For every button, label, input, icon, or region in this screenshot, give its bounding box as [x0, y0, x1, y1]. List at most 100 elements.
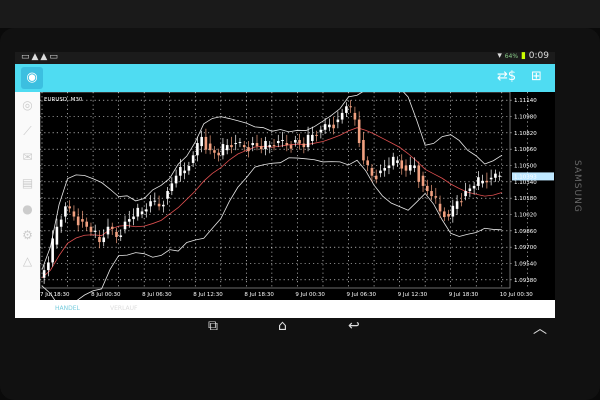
candle-body [170, 183, 174, 192]
chat-icon[interactable]: ● [22, 202, 33, 216]
candle-body [123, 221, 127, 230]
price-chart[interactable]: 1.11140 1.10980 1.10820 1.10660 1.10500 1.103… [39, 80, 555, 309]
candle-body [162, 204, 165, 207]
candle-body [443, 211, 446, 218]
time-tick-label: 9 Jul 12:30 [398, 292, 428, 298]
time-tick-label: 9 Jul 18:30 [449, 292, 479, 298]
news-icon[interactable]: ▤ [21, 176, 34, 190]
candle-body [455, 201, 459, 209]
candle-body [430, 191, 433, 197]
one-click-trading-icon[interactable]: ⇄$ [497, 69, 517, 84]
candle-body [468, 188, 472, 192]
price-tick-label: 1.09700 [514, 245, 537, 251]
candle-body [234, 143, 238, 145]
candle-body [311, 134, 314, 141]
candle-body [259, 146, 263, 150]
candle-body [323, 124, 327, 130]
plot-frame [39, 91, 511, 289]
price-tick-label: 1.10820 [514, 131, 537, 137]
status-bar: ▭▲▲▭ ▾ 64% ▮ 0:09 [15, 51, 555, 64]
up-icon[interactable]: ︿ [533, 321, 547, 337]
candle-body [183, 170, 186, 174]
community-icon[interactable]: △ [22, 254, 33, 268]
metatrader-icon[interactable]: ◉ [21, 67, 43, 89]
candle-body [438, 203, 442, 212]
candle-body [217, 152, 220, 156]
candle-body [340, 112, 344, 120]
candle-body [140, 211, 144, 214]
candle-body [302, 143, 306, 148]
candle-body [294, 139, 297, 143]
navigation-bar: ⧉ ⌂ ↩ ︿ [150, 318, 570, 340]
candle-body [247, 147, 250, 152]
candle-body [379, 170, 382, 174]
price-tick-label: 1.11140 [514, 98, 537, 104]
candle-body [89, 226, 93, 232]
candle-body [204, 136, 208, 150]
price-tick-label: 1.09540 [514, 262, 537, 268]
candle-body [408, 164, 412, 171]
sidebar: ◎ ⟋ ✉ ▤ ● ⚙ △ [15, 92, 40, 300]
chart-canvas[interactable]: 1.11140 1.10980 1.10820 1.10660 1.10500 1.103… [39, 80, 555, 309]
candle-body [477, 177, 480, 186]
notification-icons: ▭▲▲▭ [21, 52, 60, 62]
candle-body [281, 139, 284, 141]
candle-body [391, 156, 395, 166]
chart-icon[interactable]: ⟋ [23, 124, 32, 138]
bollinger-upper [41, 80, 502, 270]
current-price-marker [512, 172, 554, 181]
candle-body [306, 134, 310, 148]
price-tick-label: 1.10500 [514, 164, 537, 170]
screen: ▭▲▲▭ ▾ 64% ▮ 0:09 ◉ ⇄$ ⊞ ◎ ⟋ ✉ ▤ ● ⚙ △ 1… [15, 51, 555, 318]
candle-body [332, 124, 335, 129]
candle-body [85, 221, 89, 227]
candle-body [174, 175, 178, 184]
candle-body [55, 226, 59, 245]
candle-body [145, 209, 148, 212]
candle-body [51, 238, 54, 263]
price-tick-label: 1.09860 [514, 229, 537, 235]
candle-body [242, 145, 246, 148]
tab-history[interactable]: VERLAUF [110, 305, 138, 312]
candle-body [191, 155, 195, 163]
candle-body [421, 175, 425, 186]
recent-apps-icon[interactable]: ⧉ [208, 318, 218, 334]
time-tick-label: 8 Jul 12:30 [193, 292, 223, 298]
candle-body [481, 180, 484, 184]
new-order-icon[interactable]: ⊞ [531, 69, 542, 84]
candle-body [72, 211, 76, 217]
settings-icon[interactable]: ⚙ [22, 228, 33, 242]
candle-body [76, 216, 80, 226]
candle-body [451, 205, 455, 217]
candle-body [494, 173, 497, 178]
candle-body [230, 145, 233, 148]
candle-body [225, 145, 229, 151]
candle-body [336, 119, 340, 123]
moving-average [41, 127, 502, 279]
candle-body [93, 230, 97, 232]
tab-trade[interactable]: HANDEL [55, 305, 80, 312]
home-icon[interactable]: ⌂ [278, 318, 287, 334]
candle-body [98, 236, 101, 243]
price-tick-label: 1.10020 [514, 213, 537, 219]
candle-body [59, 219, 63, 227]
price-tick-label: 1.09380 [514, 278, 537, 284]
candle-body [81, 219, 84, 222]
candle-body [472, 185, 476, 189]
candle-body [434, 196, 438, 198]
time-tick-label: 8 Jul 06:30 [142, 292, 172, 298]
quotes-icon[interactable]: ◎ [22, 98, 33, 112]
mail-icon[interactable]: ✉ [22, 150, 33, 164]
candle-body [285, 143, 289, 146]
price-tick-label: 1.10340 [514, 180, 537, 186]
candle-body [166, 191, 169, 199]
time-tick-label: 7 Jul 18:30 [40, 292, 70, 298]
battery-level: 64% [504, 53, 519, 60]
candle-body [383, 168, 387, 171]
desk-background [0, 0, 600, 28]
candle-body [213, 150, 216, 153]
back-icon[interactable]: ↩ [348, 318, 360, 334]
candle-body [115, 231, 118, 237]
time-tick-label: 8 Jul 18:30 [244, 292, 274, 298]
candle-body [221, 144, 225, 156]
